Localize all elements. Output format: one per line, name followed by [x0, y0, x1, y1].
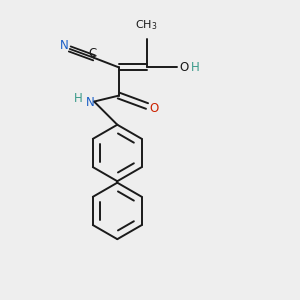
Text: N: N	[60, 39, 69, 52]
Text: H: H	[191, 61, 200, 74]
Text: H: H	[74, 92, 82, 105]
Text: O: O	[179, 61, 188, 74]
Text: O: O	[149, 103, 159, 116]
Text: C: C	[89, 47, 97, 61]
Text: CH$_3$: CH$_3$	[135, 18, 158, 32]
Text: N: N	[85, 96, 94, 109]
